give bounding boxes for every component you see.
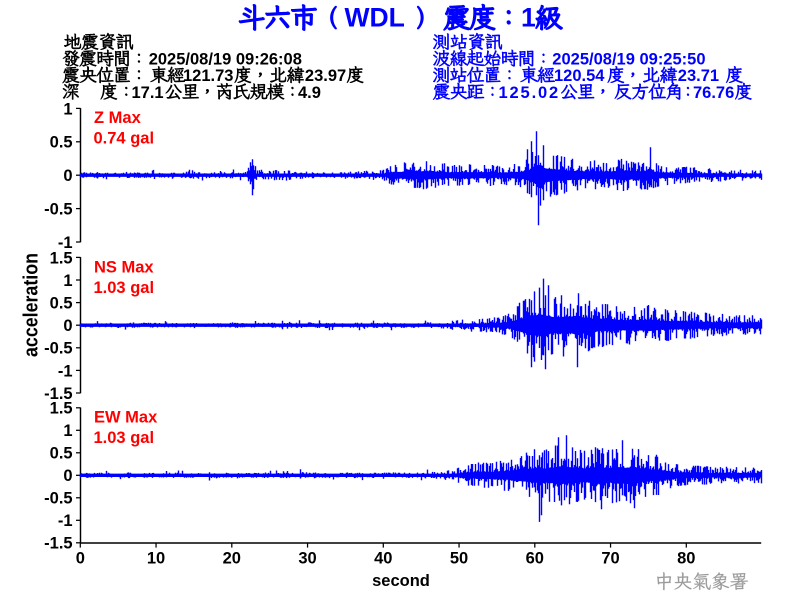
svg-text:76.76: 76.76 [693,84,734,102]
svg-text:121.73: 121.73 [183,67,233,85]
svg-text:0: 0 [63,467,72,485]
svg-text:0.5: 0.5 [50,295,73,313]
svg-text:30: 30 [298,550,316,568]
svg-text:-1: -1 [58,234,73,252]
svg-text:acceleration: acceleration [21,253,43,357]
svg-text:20: 20 [223,550,241,568]
svg-text:4.9: 4.9 [298,84,321,102]
svg-text:0.5: 0.5 [50,134,73,152]
svg-text:0: 0 [63,317,72,335]
svg-text:Z Max: Z Max [94,109,142,127]
svg-text:50: 50 [450,550,468,568]
svg-text:23.71: 23.71 [678,67,719,85]
svg-text:40: 40 [374,550,392,568]
svg-text:80: 80 [677,550,695,568]
svg-text:0: 0 [76,550,85,568]
svg-text:1: 1 [63,422,72,440]
svg-text:second: second [372,572,430,590]
svg-text:1.5: 1.5 [50,400,73,418]
svg-text:0.74 gal: 0.74 gal [94,130,155,148]
svg-text:1: 1 [63,272,72,290]
svg-text:70: 70 [601,550,619,568]
svg-text:60: 60 [526,550,544,568]
svg-text:1.03 gal: 1.03 gal [94,429,155,447]
svg-text:17.1: 17.1 [132,84,164,102]
svg-text:-1: -1 [58,512,73,530]
svg-text:-0.5: -0.5 [44,340,72,358]
svg-text:1: 1 [63,100,72,118]
svg-text:2025/08/19 09:25:50: 2025/08/19 09:25:50 [552,51,705,69]
svg-text:NS Max: NS Max [94,258,154,276]
svg-text:1: 1 [521,3,536,33]
svg-text:0.5: 0.5 [50,445,73,463]
svg-text:2025/08/19 09:26:08: 2025/08/19 09:26:08 [149,51,302,69]
svg-text:1.03 gal: 1.03 gal [94,279,155,297]
svg-text:0: 0 [63,167,72,185]
svg-text:23.97: 23.97 [305,67,346,85]
svg-text:1.5: 1.5 [50,249,73,267]
svg-text:125.02: 125.02 [499,84,561,102]
svg-text:WDL: WDL [345,3,405,33]
svg-text:10: 10 [147,550,165,568]
svg-text:EW Max: EW Max [94,409,158,427]
svg-text:-0.5: -0.5 [44,201,72,219]
svg-text:-1.5: -1.5 [44,535,72,553]
svg-text:-1.5: -1.5 [44,385,72,403]
svg-text:120.54: 120.54 [554,67,605,85]
svg-text:-0.5: -0.5 [44,490,72,508]
svg-text:-1: -1 [58,362,73,380]
